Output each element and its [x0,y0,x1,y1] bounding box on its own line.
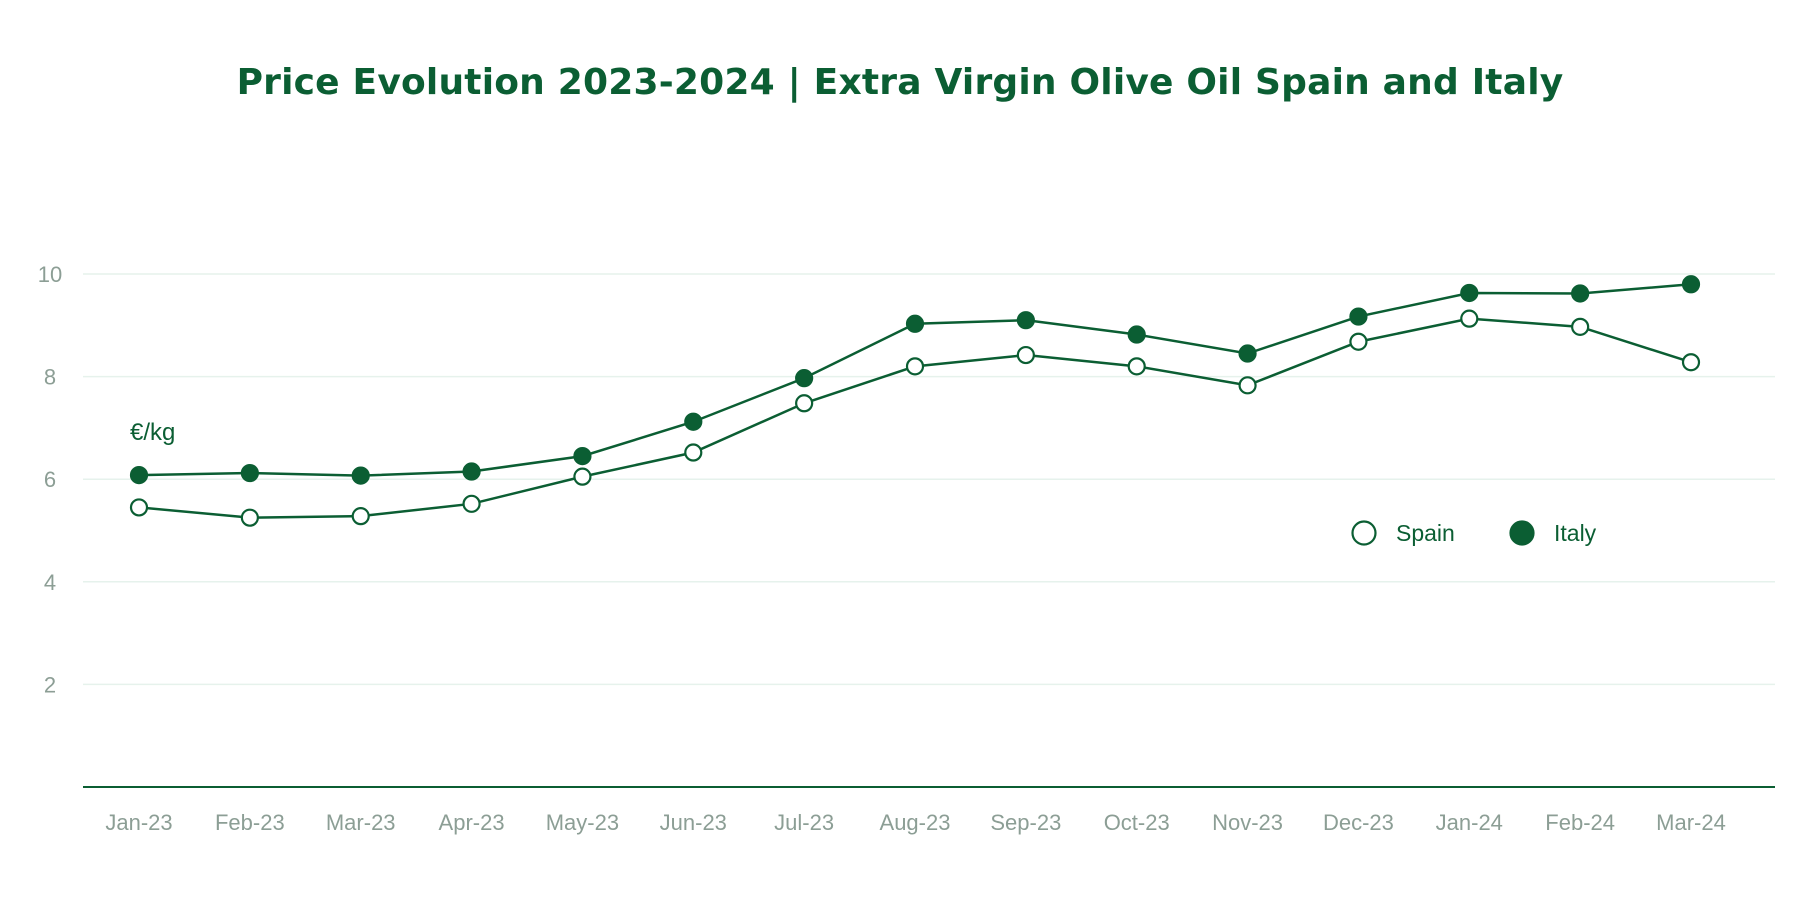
data-point-italy[interactable] [1681,275,1701,294]
data-point-italy[interactable] [573,447,592,466]
data-point-spain[interactable] [1127,357,1146,376]
x-tick-label: Mar-24 [1656,810,1726,835]
data-point-italy[interactable] [1460,283,1479,303]
data-point-spain[interactable] [1571,317,1590,336]
y-tick-labels: 2 4 6 8 10 [38,262,62,697]
series-spain [129,309,1701,527]
legend-marker [1351,520,1377,546]
data-point-italy[interactable] [351,466,370,485]
x-tick-label: Feb-24 [1545,810,1615,835]
data-point-italy[interactable] [462,462,481,481]
x-tick-label: Jun-23 [660,810,727,835]
x-tick-label: Jul-23 [774,810,834,835]
gridlines [83,273,1775,686]
data-point-spain[interactable] [684,443,703,462]
y-tick-label: 6 [44,467,56,492]
x-tick-label: Dec-23 [1323,810,1394,835]
y-tick-label: 2 [44,672,56,697]
data-point-spain[interactable] [1016,345,1035,365]
y-tick-label: 8 [44,365,56,390]
data-point-spain[interactable] [240,508,259,527]
data-point-spain[interactable] [795,394,814,413]
data-point-spain[interactable] [573,467,592,486]
x-tick-label: Sep-23 [990,810,1061,835]
series-line-spain [138,317,1692,519]
data-point-spain[interactable] [462,494,481,513]
data-point-spain[interactable] [1460,309,1479,328]
data-point-italy[interactable] [684,412,703,431]
x-tick-label: Feb-23 [215,810,285,835]
x-tick-label: May-23 [546,810,619,835]
data-point-spain[interactable] [1349,332,1368,351]
x-tick-label: Jan-23 [105,810,172,835]
legend-item-spain[interactable]: Spain [1351,520,1455,546]
x-tick-label: Jan-24 [1436,810,1503,835]
series-layer [129,275,1701,527]
data-point-italy[interactable] [1016,311,1035,330]
legend-label: Italy [1554,520,1597,546]
data-point-spain[interactable] [129,498,149,517]
x-tick-labels: Jan-23 Feb-23 Mar-23 Apr-23 May-23 Jun-23 Jul-… [105,810,1725,835]
x-tick-label: Mar-23 [326,810,396,835]
y-axis-unit-label: €/kg [130,419,175,446]
x-tick-label: Apr-23 [439,810,505,835]
x-tick-label: Oct-23 [1104,810,1170,835]
data-point-spain[interactable] [1238,376,1257,395]
x-tick-label: Nov-23 [1212,810,1283,835]
data-point-spain[interactable] [905,357,925,376]
legend-label: Spain [1396,520,1455,546]
y-tick-label: 4 [44,570,56,595]
data-point-italy[interactable] [129,465,149,485]
data-point-italy[interactable] [905,314,925,333]
data-point-italy[interactable] [240,463,259,483]
data-point-italy[interactable] [1349,307,1368,326]
chart-title: Price Evolution 2023-2024 | Extra Virgin… [236,62,1564,103]
y-tick-label: 10 [38,262,62,287]
series-italy [129,275,1701,485]
legend-marker [1509,520,1535,546]
data-point-spain[interactable] [1681,353,1701,372]
x-tick-label: Aug-23 [880,810,951,835]
data-point-italy[interactable] [1127,325,1146,344]
data-point-italy[interactable] [1238,344,1257,363]
series-line-italy [138,283,1692,477]
data-point-spain[interactable] [351,507,370,526]
legend: Spain Italy [1351,520,1597,546]
legend-item-italy[interactable]: Italy [1509,520,1597,546]
data-point-italy[interactable] [795,369,814,388]
data-point-italy[interactable] [1571,284,1590,303]
